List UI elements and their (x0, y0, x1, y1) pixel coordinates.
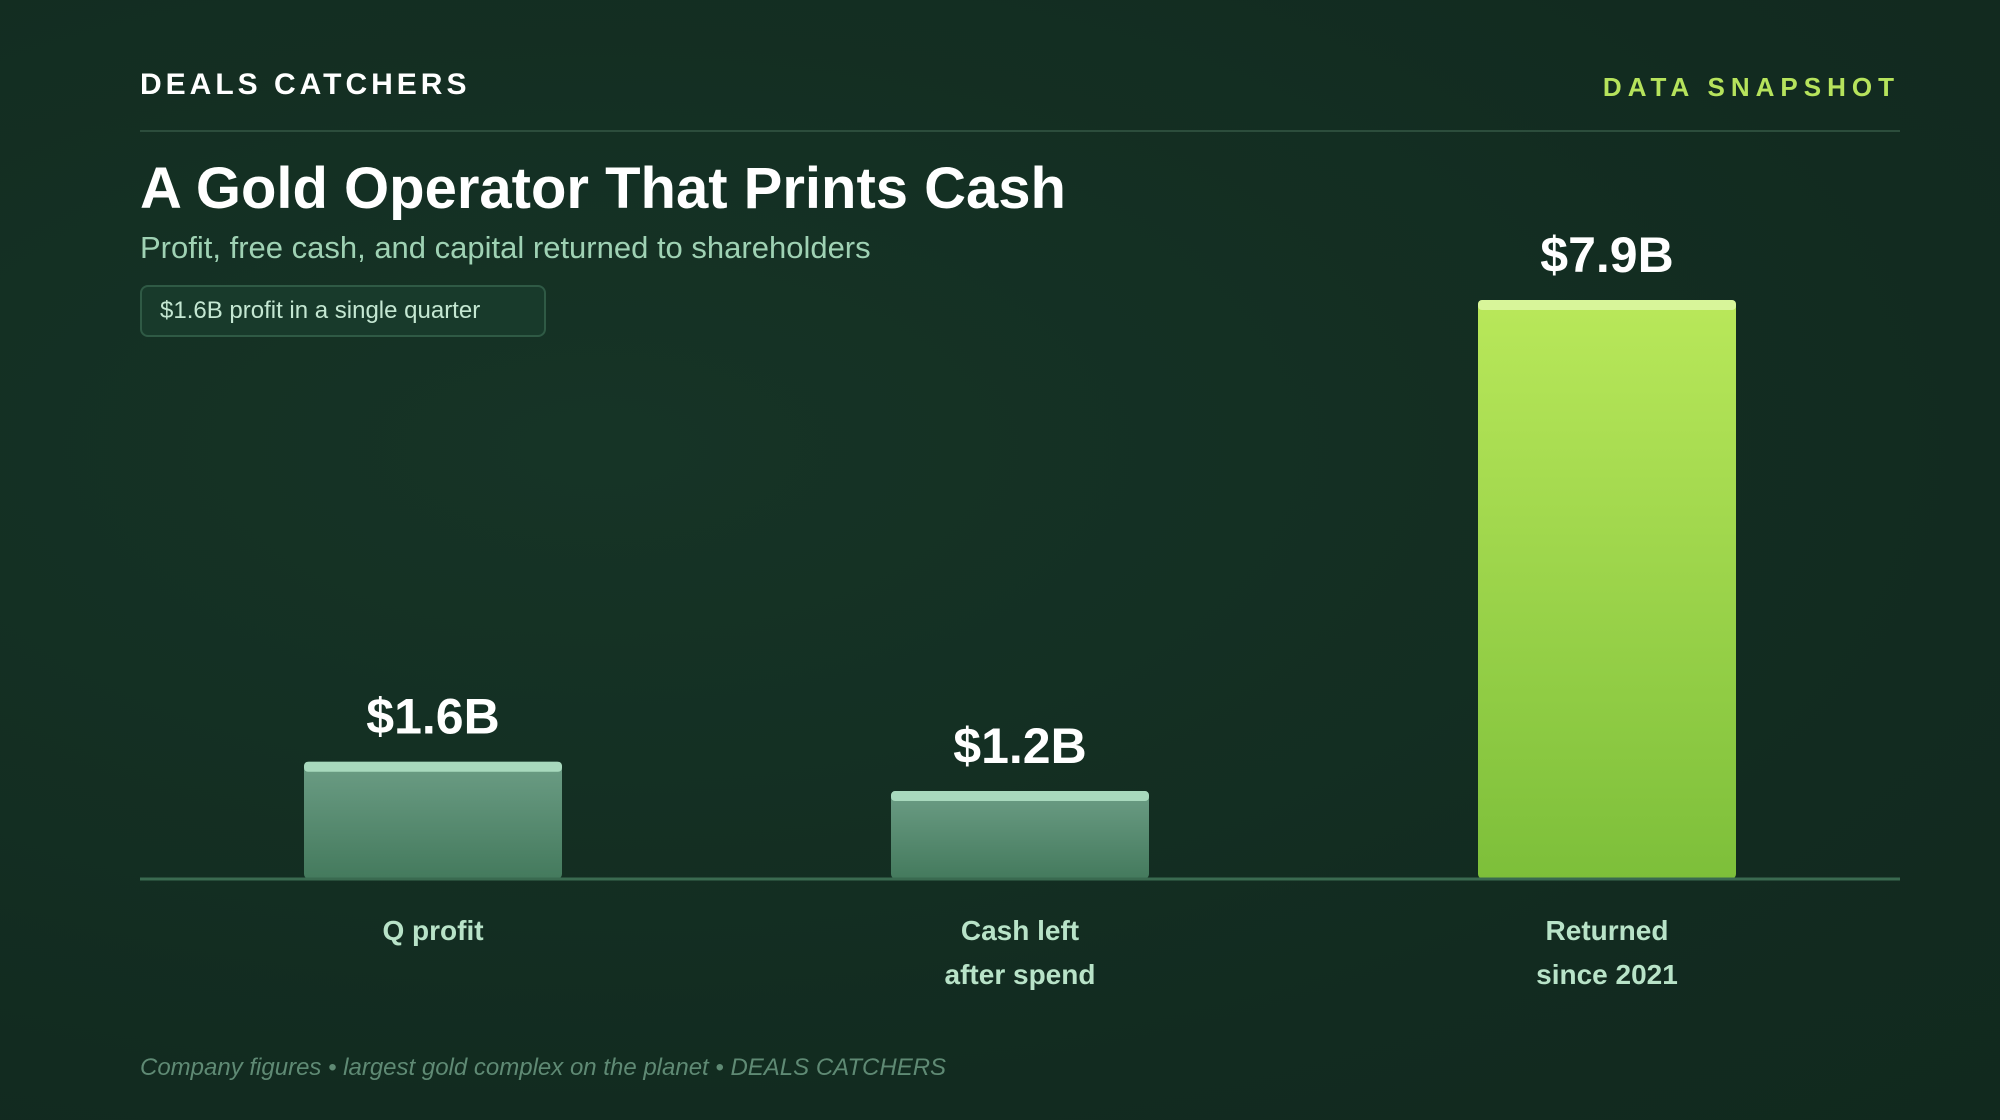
callout-badge: $1.6B profit in a single quarter (140, 285, 546, 337)
header-divider (140, 130, 1900, 132)
bar-cap-2 (1478, 300, 1736, 310)
section-tag: DATA SNAPSHOT (1602, 72, 1900, 102)
category-label-1-0: Cash left (961, 915, 1079, 946)
bar-2 (1478, 300, 1736, 879)
category-label-1-1: after spend (945, 959, 1096, 990)
bar-0 (304, 761, 562, 879)
page-title: A Gold Operator That Prints Cash (140, 156, 1066, 221)
brand-name: DEALS CATCHERS (140, 68, 471, 101)
bar-1 (891, 791, 1149, 879)
value-label-0: $1.6B (366, 689, 499, 745)
value-label-2: $7.9B (1540, 227, 1673, 283)
category-label-2-0: Returned (1546, 915, 1669, 946)
category-label-0-0: Q profit (382, 915, 483, 946)
value-label-1: $1.2B (953, 718, 1086, 774)
bar-cap-1 (891, 791, 1149, 802)
bar-cap-0 (304, 761, 562, 772)
footer-note: Company figures • largest gold complex o… (140, 1054, 947, 1081)
page-subtitle: Profit, free cash, and capital returned … (140, 230, 871, 265)
category-label-2-1: since 2021 (1536, 959, 1678, 990)
